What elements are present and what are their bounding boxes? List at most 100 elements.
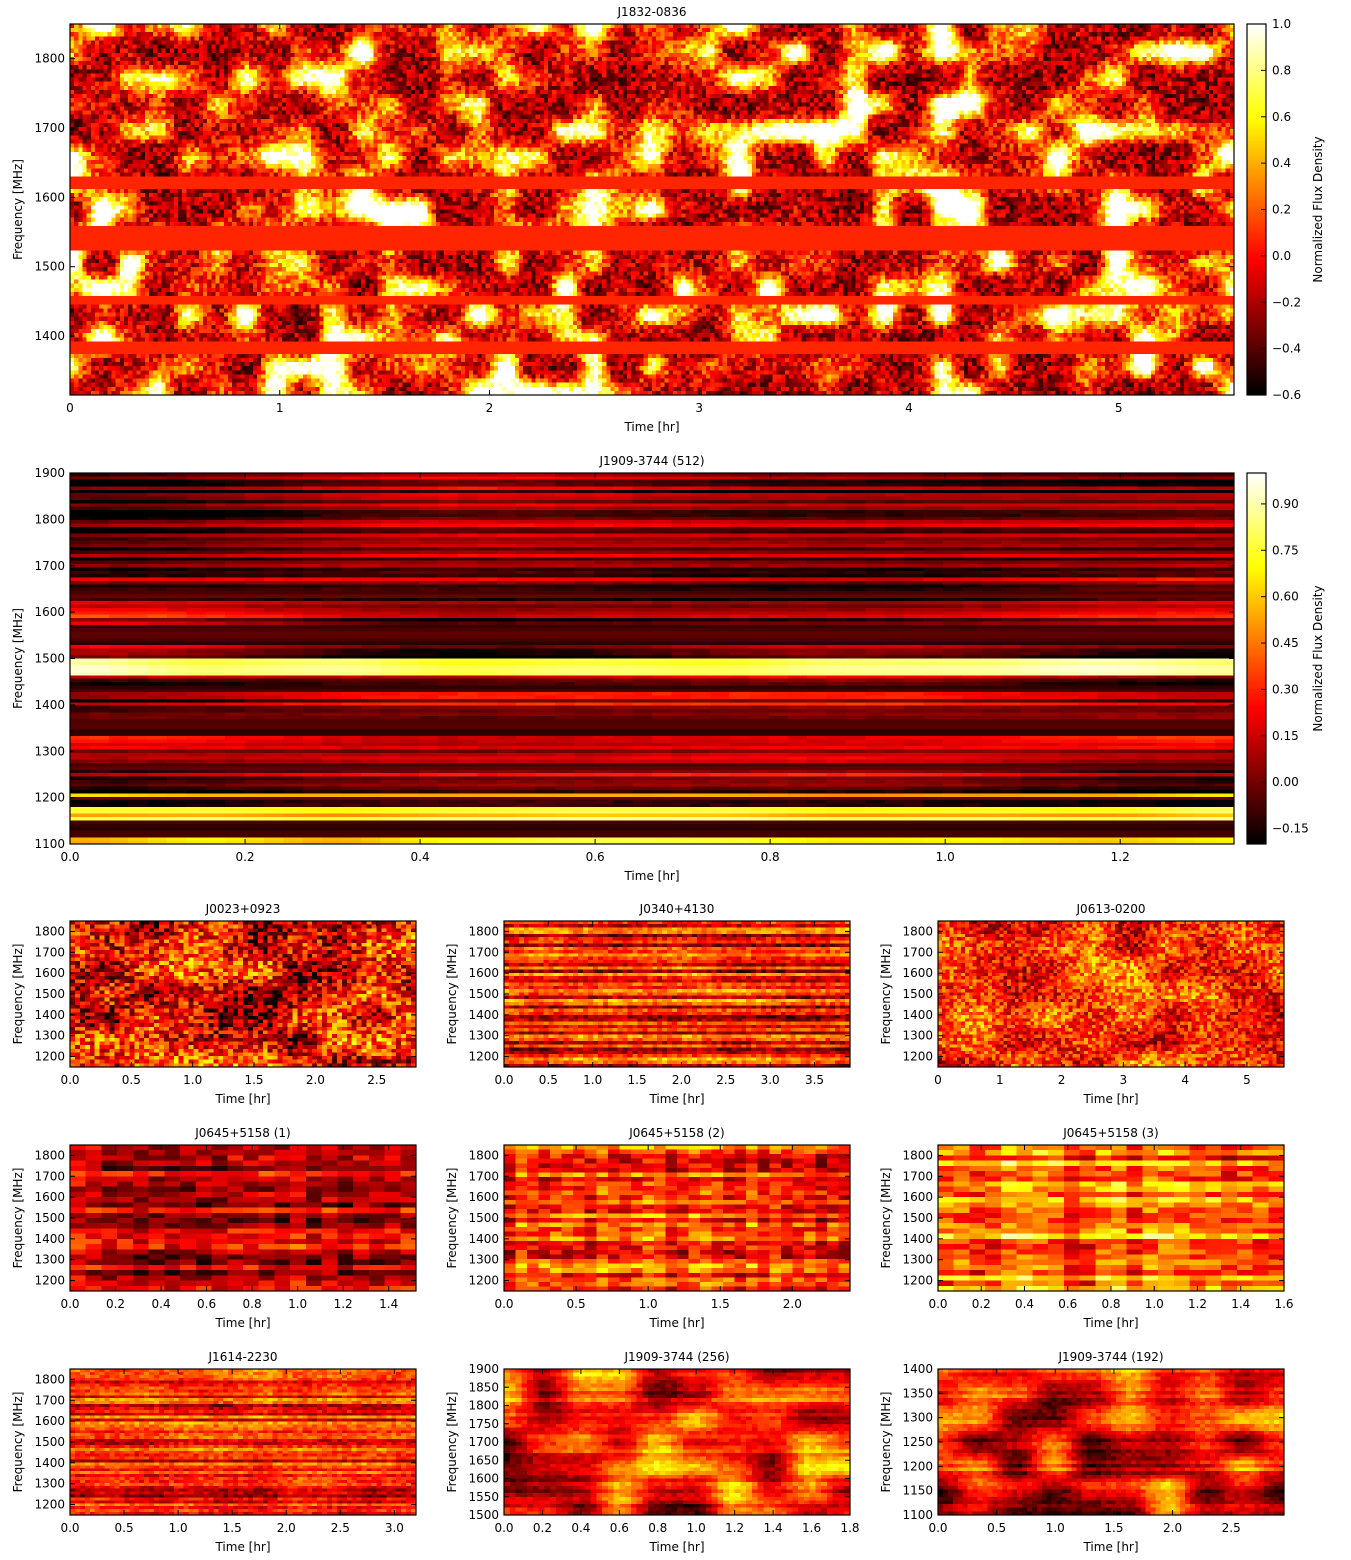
panel-9: J1909-3744 (256) 0.0 0.2 0.4 0.6 0.8 1.0 1.2 1.4… [445, 1350, 860, 1554]
panel-8: J1614-2230 0.0 0.5 1.0 1.5 2.0 2.5 3.0 1200 1300 1… [11, 1350, 417, 1554]
x-tick-label: 0.2 [533, 1521, 552, 1535]
y-axis-label: Frequency [MHz] [11, 1168, 25, 1269]
panel-10: J1909-3744 (192) 0.0 0.5 1.0 1.5 2.0 2.5 1100 11… [879, 1350, 1285, 1554]
x-tick-label: 1.0 [169, 1521, 188, 1535]
x-tick-label: 0.0 [494, 1297, 513, 1311]
chart-title: J1909-3744 (512) [598, 454, 704, 468]
colorbar-tick-label: 0.75 [1272, 543, 1299, 557]
chart-title: J1832-0836 [617, 5, 687, 19]
x-tick-label: 1.2 [1188, 1297, 1207, 1311]
y-tick-label: 1500 [34, 260, 65, 274]
heatmap-image [938, 1369, 1284, 1515]
x-tick-label: 5 [1243, 1073, 1251, 1087]
heatmap-image [70, 473, 1234, 844]
y-axis-label: Frequency [MHz] [11, 159, 25, 260]
x-tick-label: 2 [486, 401, 494, 415]
y-tick-label: 1500 [468, 1508, 499, 1522]
y-tick-label: 1500 [34, 652, 65, 666]
x-tick-label: 0.0 [928, 1297, 947, 1311]
x-tick-label: 1.0 [1046, 1521, 1065, 1535]
colorbar-gradient [1247, 473, 1266, 844]
y-tick-label: 1300 [34, 744, 65, 758]
x-tick-label: 0.5 [567, 1297, 586, 1311]
heatmap-image [938, 921, 1284, 1067]
colorbar: 0.90 0.75 0.60 0.45 0.30 0.15 0.00 −0.15 Normali… [1246, 472, 1325, 845]
colorbar-tick-label: 0.2 [1272, 203, 1291, 217]
colorbar-tick-label: 0.45 [1272, 636, 1299, 650]
y-tick-label: 1400 [34, 1456, 65, 1470]
y-axis-label: Frequency [MHz] [445, 1168, 459, 1269]
x-axis-label: Time [hr] [1082, 1316, 1138, 1330]
x-axis-label: Time [hr] [214, 1540, 270, 1554]
colorbar-label: Normalized Flux Density [1311, 585, 1325, 731]
y-tick-label: 1800 [34, 1148, 65, 1162]
x-tick-label: 2.0 [1163, 1521, 1182, 1535]
x-tick-label: 0.8 [648, 1521, 667, 1535]
x-tick-label: 3 [695, 401, 703, 415]
y-tick-label: 1300 [902, 1411, 933, 1425]
x-tick-label: 0.4 [152, 1297, 171, 1311]
x-tick-label: 2.5 [1222, 1521, 1241, 1535]
x-tick-label: 0 [934, 1073, 942, 1087]
y-tick-label: 1600 [34, 1190, 65, 1204]
y-tick-label: 1800 [34, 924, 65, 938]
heatmap-image [504, 921, 850, 1067]
y-tick-label: 1500 [902, 1211, 933, 1225]
y-tick-label: 1500 [902, 987, 933, 1001]
y-tick-label: 1600 [34, 190, 65, 204]
y-tick-label: 1700 [34, 1169, 65, 1183]
axes-frame [69, 23, 1235, 396]
x-tick-label: 0.0 [494, 1521, 513, 1535]
x-tick-label: 1.2 [334, 1297, 353, 1311]
y-tick-label: 1500 [34, 1211, 65, 1225]
y-tick-label: 1500 [468, 1211, 499, 1225]
y-tick-label: 1550 [468, 1490, 499, 1504]
x-tick-label: 1.5 [711, 1297, 730, 1311]
y-tick-label: 1600 [34, 1414, 65, 1428]
x-tick-label: 2 [1058, 1073, 1066, 1087]
y-tick-label: 1400 [34, 1232, 65, 1246]
x-tick-label: 0.2 [235, 850, 254, 864]
y-tick-label: 1800 [34, 52, 65, 66]
colorbar-frame [1246, 472, 1267, 845]
heatmap-image [70, 24, 1234, 395]
panel-0: J1832-0836 0 1 2 3 4 5 1400 1500 1600 1700 1800 Time… [11, 5, 1325, 434]
y-tick-label: 1400 [902, 1232, 933, 1246]
chart-title: J1909-3744 (256) [623, 1350, 729, 1364]
x-tick-label: 0.0 [494, 1073, 513, 1087]
x-tick-label: 1.6 [802, 1521, 821, 1535]
x-tick-label: 3 [1120, 1073, 1128, 1087]
chart-title: J0645+5158 (2) [628, 1126, 724, 1140]
x-tick-label: 1 [276, 401, 284, 415]
y-tick-label: 1700 [468, 945, 499, 959]
x-tick-label: 1.5 [628, 1073, 647, 1087]
x-tick-label: 0.2 [106, 1297, 125, 1311]
x-tick-label: 0.0 [60, 850, 79, 864]
x-tick-label: 0 [66, 401, 74, 415]
x-tick-label: 1.0 [288, 1297, 307, 1311]
x-axis-label: Time [hr] [214, 1092, 270, 1106]
x-tick-label: 1 [996, 1073, 1004, 1087]
x-tick-label: 0.6 [1058, 1297, 1077, 1311]
x-tick-label: 0.2 [972, 1297, 991, 1311]
y-tick-label: 1300 [468, 1029, 499, 1043]
colorbar-tick-label: −0.4 [1272, 342, 1301, 356]
x-tick-label: 0.8 [761, 850, 780, 864]
x-tick-label: 3.0 [761, 1073, 780, 1087]
y-axis-label: Frequency [MHz] [879, 1168, 893, 1269]
x-tick-label: 2.5 [367, 1073, 386, 1087]
y-tick-label: 1700 [34, 121, 65, 135]
y-tick-label: 1300 [34, 1477, 65, 1491]
x-tick-label: 1.6 [1274, 1297, 1293, 1311]
y-tick-label: 1400 [902, 1362, 933, 1376]
y-tick-label: 1700 [902, 1169, 933, 1183]
x-tick-label: 0.6 [197, 1297, 216, 1311]
x-tick-label: 2.0 [306, 1073, 325, 1087]
y-tick-label: 1150 [902, 1484, 933, 1498]
y-tick-label: 1200 [468, 1274, 499, 1288]
colorbar-tick-label: 0.00 [1272, 775, 1299, 789]
y-tick-label: 1400 [902, 1008, 933, 1022]
y-tick-label: 1200 [34, 1050, 65, 1064]
y-tick-label: 1800 [34, 1372, 65, 1386]
y-axis-label: Frequency [MHz] [445, 944, 459, 1045]
